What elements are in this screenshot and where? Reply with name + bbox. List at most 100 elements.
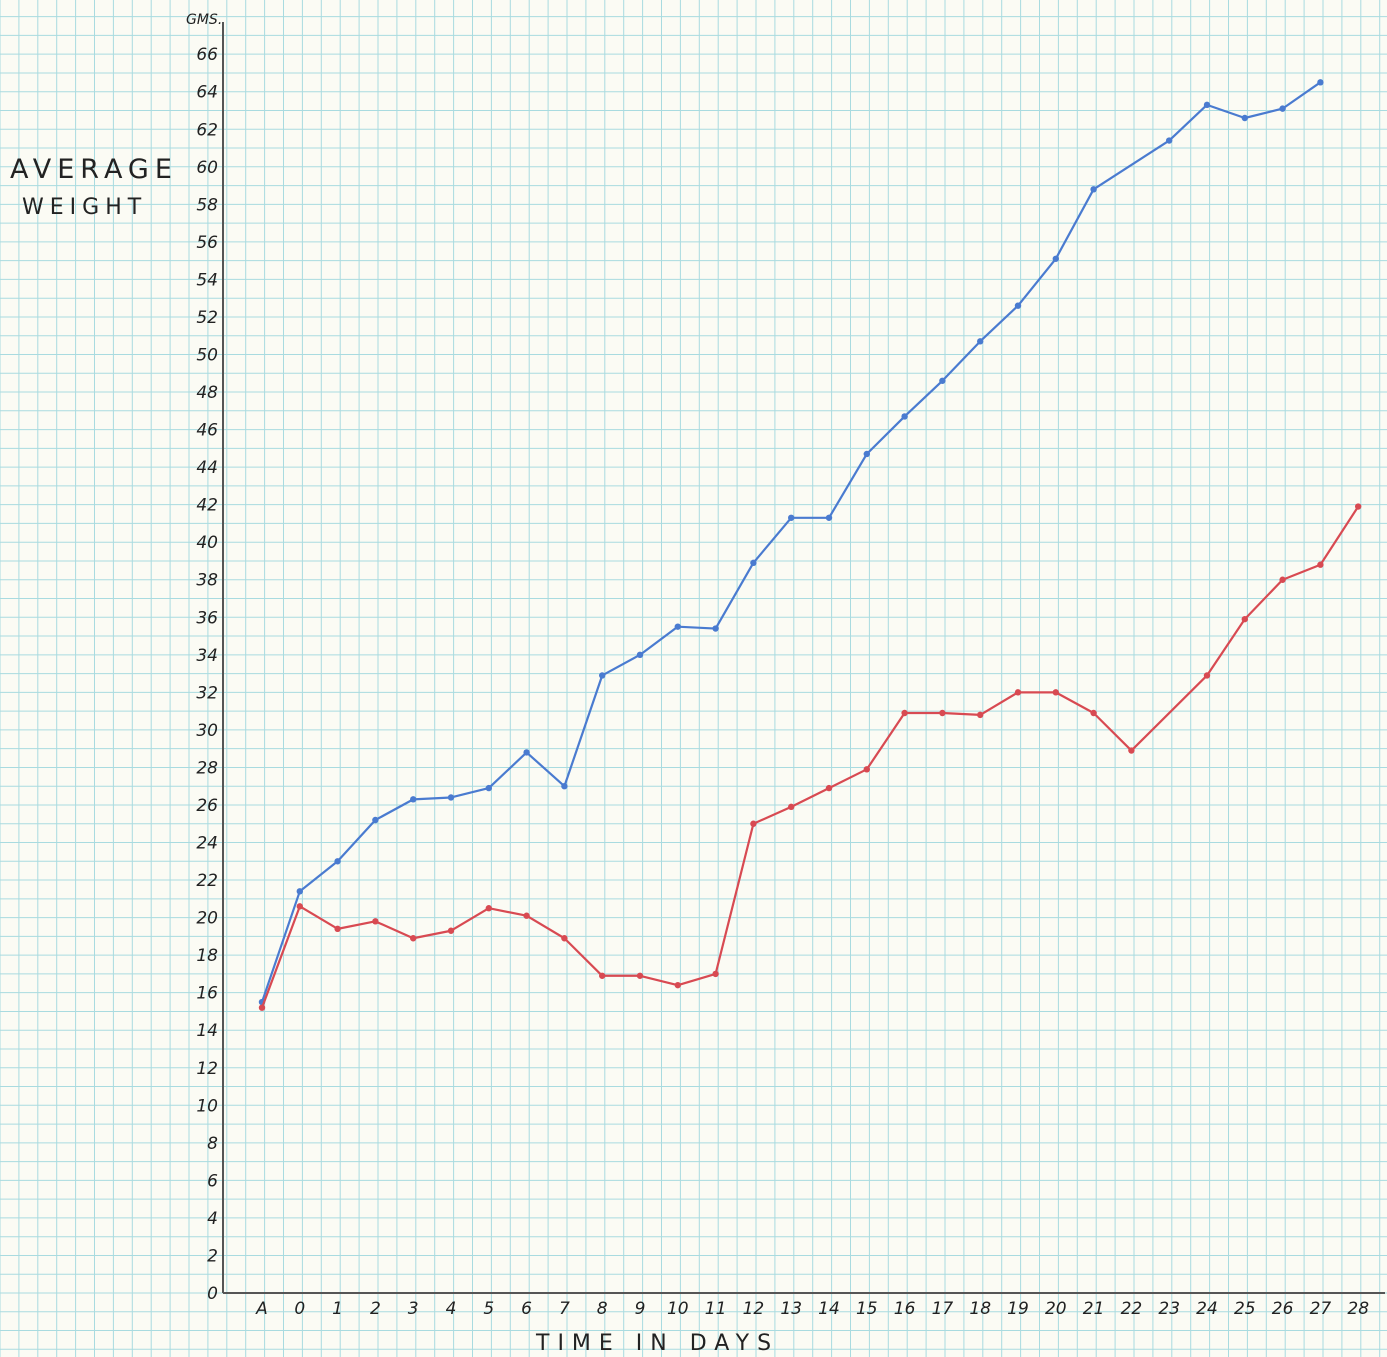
series-2-point [1052,689,1060,696]
series-1-point [523,749,530,756]
x-tick-label: 21 [1083,1299,1105,1319]
series-1-point [750,559,757,567]
series-1-point [863,450,870,458]
series-2-point [296,903,303,910]
y-tick-labels: 0246810121416182022242628303234363840424… [196,45,218,1304]
series-1-point [788,514,795,521]
x-tick-label: 4 [446,1299,457,1319]
series-2-point [825,784,833,792]
y-tick-label: 2 [207,1246,218,1266]
x-tick-label: 5 [483,1299,494,1319]
series-2-point [1317,561,1324,568]
series-1-point [447,794,455,801]
series-1-point [1317,79,1324,86]
x-tick-label: 25 [1234,1299,1256,1319]
y-tick-label: 54 [196,270,218,290]
x-tick-label: 7 [559,1299,570,1319]
series-2-point [1090,709,1097,717]
y-tick-label: 26 [196,796,218,816]
y-tick-label: 28 [196,758,218,778]
x-tick-label: 19 [1007,1299,1029,1319]
series-1-point [901,413,908,420]
series-1-point [485,784,492,792]
y-tick-label: 20 [196,909,218,929]
y-tick-label: 38 [196,571,218,591]
series-2-point [674,981,681,989]
x-tick-label: 13 [780,1299,802,1319]
y-tick-label: 44 [196,458,218,478]
series-2-point [863,766,870,773]
series-2-point [1203,672,1211,679]
series-2-point [334,925,341,933]
y-tick-label: 40 [196,533,218,553]
x-tick-labels: A 0 1 2 3 4 5 6 7 8 9 10 11 12 13 14 15 16 17 18 19 20 21 22 23 2… [255,1299,1369,1319]
y-tick-label: 6 [207,1171,218,1191]
x-tick-label: 11 [705,1299,727,1319]
series-2-point [1355,503,1362,510]
y-tick-label: 22 [196,871,218,891]
series-2-point [939,709,946,717]
x-tick-label: A [255,1299,268,1319]
series-2-point [712,970,719,978]
series-2-point [1014,689,1022,696]
x-tick-label: 22 [1121,1299,1143,1319]
series-1-point [334,858,341,865]
y-tick-label: 4 [207,1209,218,1229]
series-2-point [523,912,530,919]
series-1-point [1203,101,1211,109]
y-tick-label: 32 [196,683,218,703]
y-tick-label: 12 [196,1059,218,1079]
y-axis-label-line-2: WEIGHT [22,195,147,220]
series-1-point [1090,186,1097,193]
y-tick-label: 10 [196,1096,218,1116]
series-2-point [372,918,379,925]
x-tick-label: 23 [1158,1299,1180,1319]
y-tick-label: 36 [196,608,218,628]
y-tick-label: 58 [196,195,218,215]
x-tick-label: 0 [294,1299,305,1319]
x-tick-label: 1 [332,1299,343,1319]
series-1-point [674,623,681,630]
series-1-point [939,377,946,384]
series-2-point [447,927,455,934]
x-tick-label: 15 [856,1299,878,1319]
series-2-point [485,905,492,912]
y-tick-label: 8 [207,1134,218,1154]
y-tick-label: 50 [196,346,218,366]
series-1-point [561,783,568,790]
x-tick-label: 6 [521,1299,532,1319]
y-tick-label: 30 [196,721,218,741]
y-tick-label: 42 [196,496,218,516]
series-1-point [1166,137,1173,144]
series-1-point [372,816,379,824]
x-tick-label: 9 [635,1299,646,1319]
y-axis-unit: GMS. [186,12,222,28]
series-1-point [1241,114,1249,122]
y-tick-label: 48 [196,383,218,403]
x-tick-label: 24 [1196,1299,1218,1319]
y-tick-label: 52 [196,308,218,328]
series-2-point [636,972,644,979]
x-tick-label: 28 [1347,1299,1369,1319]
x-tick-label: 10 [667,1299,689,1319]
series-2-point [1128,747,1135,754]
series-1-point [296,888,303,895]
series-2-point [788,803,795,811]
series-1-point [1014,302,1022,309]
series-2-point [410,935,417,942]
series-2-point [561,935,568,942]
x-tick-label: 26 [1272,1299,1294,1319]
series-2-point [901,709,908,717]
x-tick-label: 8 [597,1299,608,1319]
series-2-point [1279,576,1286,583]
y-tick-label: 66 [196,45,218,65]
series-1-point [636,651,644,659]
y-tick-label: 34 [196,646,218,666]
series-1-point [410,796,417,803]
x-tick-label: 16 [894,1299,916,1319]
x-tick-label: 14 [818,1299,840,1319]
series-2-point [977,711,984,719]
x-axis-label: TIME IN DAYS [535,1331,779,1356]
